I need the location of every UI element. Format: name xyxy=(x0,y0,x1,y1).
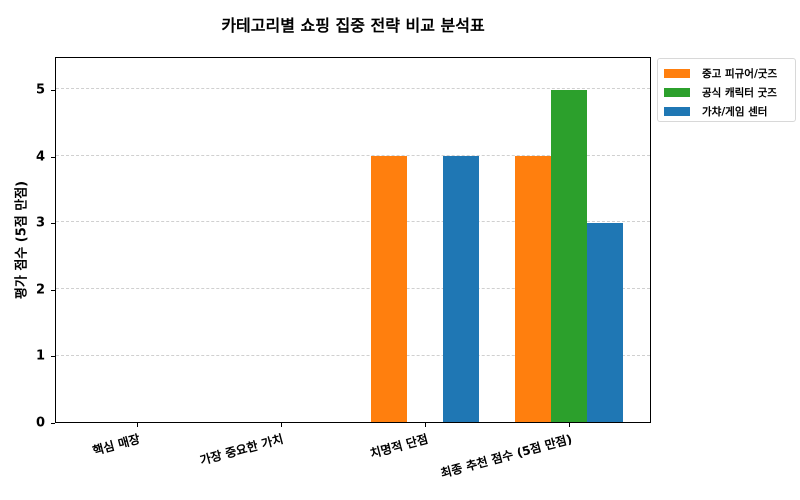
ytick-label-5: 5 xyxy=(35,82,45,98)
xtick-label-3: 치명적 단점 xyxy=(368,431,430,461)
legend-label: 중고 피규어/굿즈 xyxy=(702,68,778,80)
ytick-2 xyxy=(51,290,55,291)
legend-item-official-goods: 공식 캐릭터 굿즈 xyxy=(664,83,789,102)
xtick-4 xyxy=(569,423,570,427)
xtick-label-1: 핵심 매장 xyxy=(90,431,142,458)
xtick-label-2: 가장 중요한 가치 xyxy=(198,431,286,468)
ytick-label-4: 4 xyxy=(35,149,45,165)
ytick-label-1: 1 xyxy=(35,348,45,364)
gridline-3 xyxy=(56,221,650,223)
ytick-4 xyxy=(51,157,55,158)
legend-item-used-figures: 중고 피규어/굿즈 xyxy=(664,64,789,83)
ytick-3 xyxy=(51,223,55,224)
legend-swatch-blue xyxy=(664,107,690,116)
ytick-0 xyxy=(51,423,55,424)
ytick-1 xyxy=(51,356,55,357)
bar-series3-cat3 xyxy=(443,156,479,422)
legend-label: 공식 캐릭터 굿즈 xyxy=(702,87,777,99)
ytick-label-0: 0 xyxy=(35,415,45,431)
chart-title: 카테고리별 쇼핑 집중 전략 비교 분석표 xyxy=(221,16,485,35)
xtick-3 xyxy=(425,423,426,427)
bar-series2-cat4 xyxy=(551,89,587,422)
bar-series3-cat4 xyxy=(587,222,623,422)
gridline-5 xyxy=(56,88,650,90)
bar-series1-cat3 xyxy=(371,156,407,422)
ytick-label-3: 3 xyxy=(35,215,45,231)
plot-area xyxy=(55,57,651,423)
xtick-label-4: 최종 추천 점수 (5점 만점) xyxy=(438,431,574,481)
legend-item-gacha-game: 가챠/게임 센터 xyxy=(664,102,789,121)
ytick-5 xyxy=(51,90,55,91)
gridline-1 xyxy=(56,354,650,356)
xtick-2 xyxy=(281,423,282,427)
legend: 중고 피규어/굿즈 공식 캐릭터 굿즈 가챠/게임 센터 xyxy=(657,58,796,122)
y-axis-label: 평가 점수 (5점 만점) xyxy=(14,180,30,300)
legend-swatch-orange xyxy=(664,69,690,78)
legend-swatch-green xyxy=(664,88,690,97)
bar-series1-cat4 xyxy=(515,156,551,422)
gridline-2 xyxy=(56,288,650,289)
xtick-1 xyxy=(137,423,138,427)
legend-label: 가챠/게임 센터 xyxy=(702,106,768,118)
ytick-label-2: 2 xyxy=(35,282,45,298)
gridline-4 xyxy=(56,154,650,156)
